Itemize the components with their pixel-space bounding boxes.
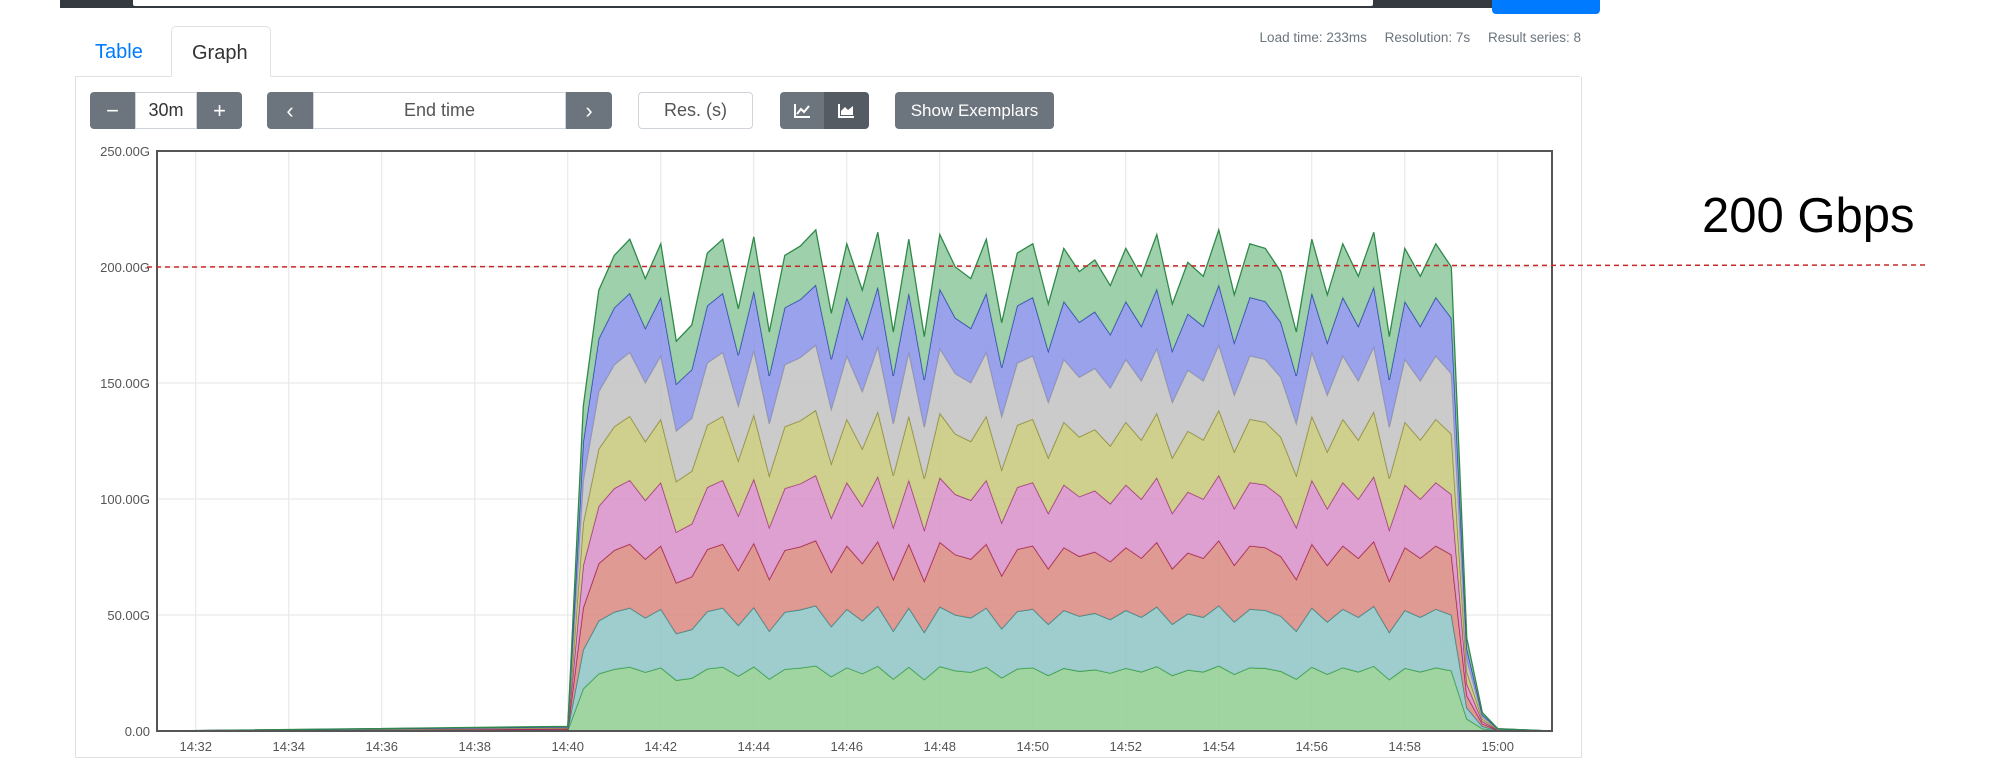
x-tick-label: 14:34: [272, 739, 305, 754]
y-tick-label: 200.00G: [100, 260, 150, 275]
query-stats: Load time: 233ms Resolution: 7s Result s…: [1246, 30, 1581, 45]
range-plus-button[interactable]: +: [197, 92, 242, 129]
prev-time-button[interactable]: ‹: [267, 92, 313, 129]
series-area: [157, 665, 1552, 731]
x-tick-label: 14:40: [551, 739, 584, 754]
lines-mode-button[interactable]: [780, 92, 824, 129]
y-tick-label: 50.00G: [107, 608, 150, 623]
x-tick-label: 14:36: [365, 739, 398, 754]
range-minus-button[interactable]: −: [90, 92, 135, 129]
x-tick-label: 14:52: [1109, 739, 1142, 754]
view-tabs: Table Graph: [75, 26, 1580, 77]
x-tick-label: 14:48: [923, 739, 956, 754]
area-chart-icon: [838, 104, 854, 118]
line-chart-icon: [794, 104, 810, 118]
resolution-stat: Resolution: 7s: [1384, 30, 1471, 45]
tab-table[interactable]: Table: [95, 41, 143, 63]
y-tick-label: 100.00G: [100, 492, 150, 507]
x-tick-label: 15:00: [1481, 739, 1514, 754]
x-tick-label: 14:38: [458, 739, 491, 754]
execute-button[interactable]: [1492, 0, 1600, 14]
tab-graph[interactable]: Graph: [171, 26, 271, 77]
series-area: [157, 605, 1552, 731]
query-bar: [60, 0, 1600, 14]
range-control: − 30m +: [90, 92, 242, 129]
threshold-annotation: 200 Gbps: [1702, 189, 1915, 243]
range-input[interactable]: 30m: [135, 92, 197, 129]
chart-mode-toggle: [780, 92, 869, 129]
y-tick-label: 150.00G: [100, 376, 150, 391]
x-tick-label: 14:42: [644, 739, 677, 754]
resolution-input[interactable]: Res. (s): [638, 92, 753, 129]
next-time-button[interactable]: ›: [566, 92, 612, 129]
series-area: [157, 540, 1552, 731]
end-time-input[interactable]: End time: [313, 92, 566, 129]
end-time-control: ‹ End time ›: [267, 92, 612, 129]
series-area: [157, 475, 1552, 731]
plot-frame: [156, 150, 1553, 732]
series-area: [157, 410, 1552, 731]
series-area: [157, 229, 1552, 731]
series-area: [157, 285, 1552, 731]
load-time: Load time: 233ms: [1259, 30, 1367, 45]
x-tick-label: 14:44: [737, 739, 770, 754]
x-tick-label: 14:56: [1295, 739, 1328, 754]
stacked-mode-button[interactable]: [824, 92, 869, 129]
x-tick-label: 14:32: [179, 739, 212, 754]
x-tick-label: 14:50: [1016, 739, 1049, 754]
series-area: [157, 345, 1552, 731]
result-series-stat: Result series: 8: [1487, 30, 1581, 45]
show-exemplars-button[interactable]: Show Exemplars: [895, 92, 1054, 129]
y-tick-label: 0.00: [125, 724, 150, 739]
x-tick-label: 14:54: [1202, 739, 1235, 754]
y-tick-label: 250.00G: [100, 144, 150, 159]
x-tick-label: 14:58: [1388, 739, 1421, 754]
query-input[interactable]: [133, 0, 1373, 6]
x-tick-label: 14:46: [830, 739, 863, 754]
